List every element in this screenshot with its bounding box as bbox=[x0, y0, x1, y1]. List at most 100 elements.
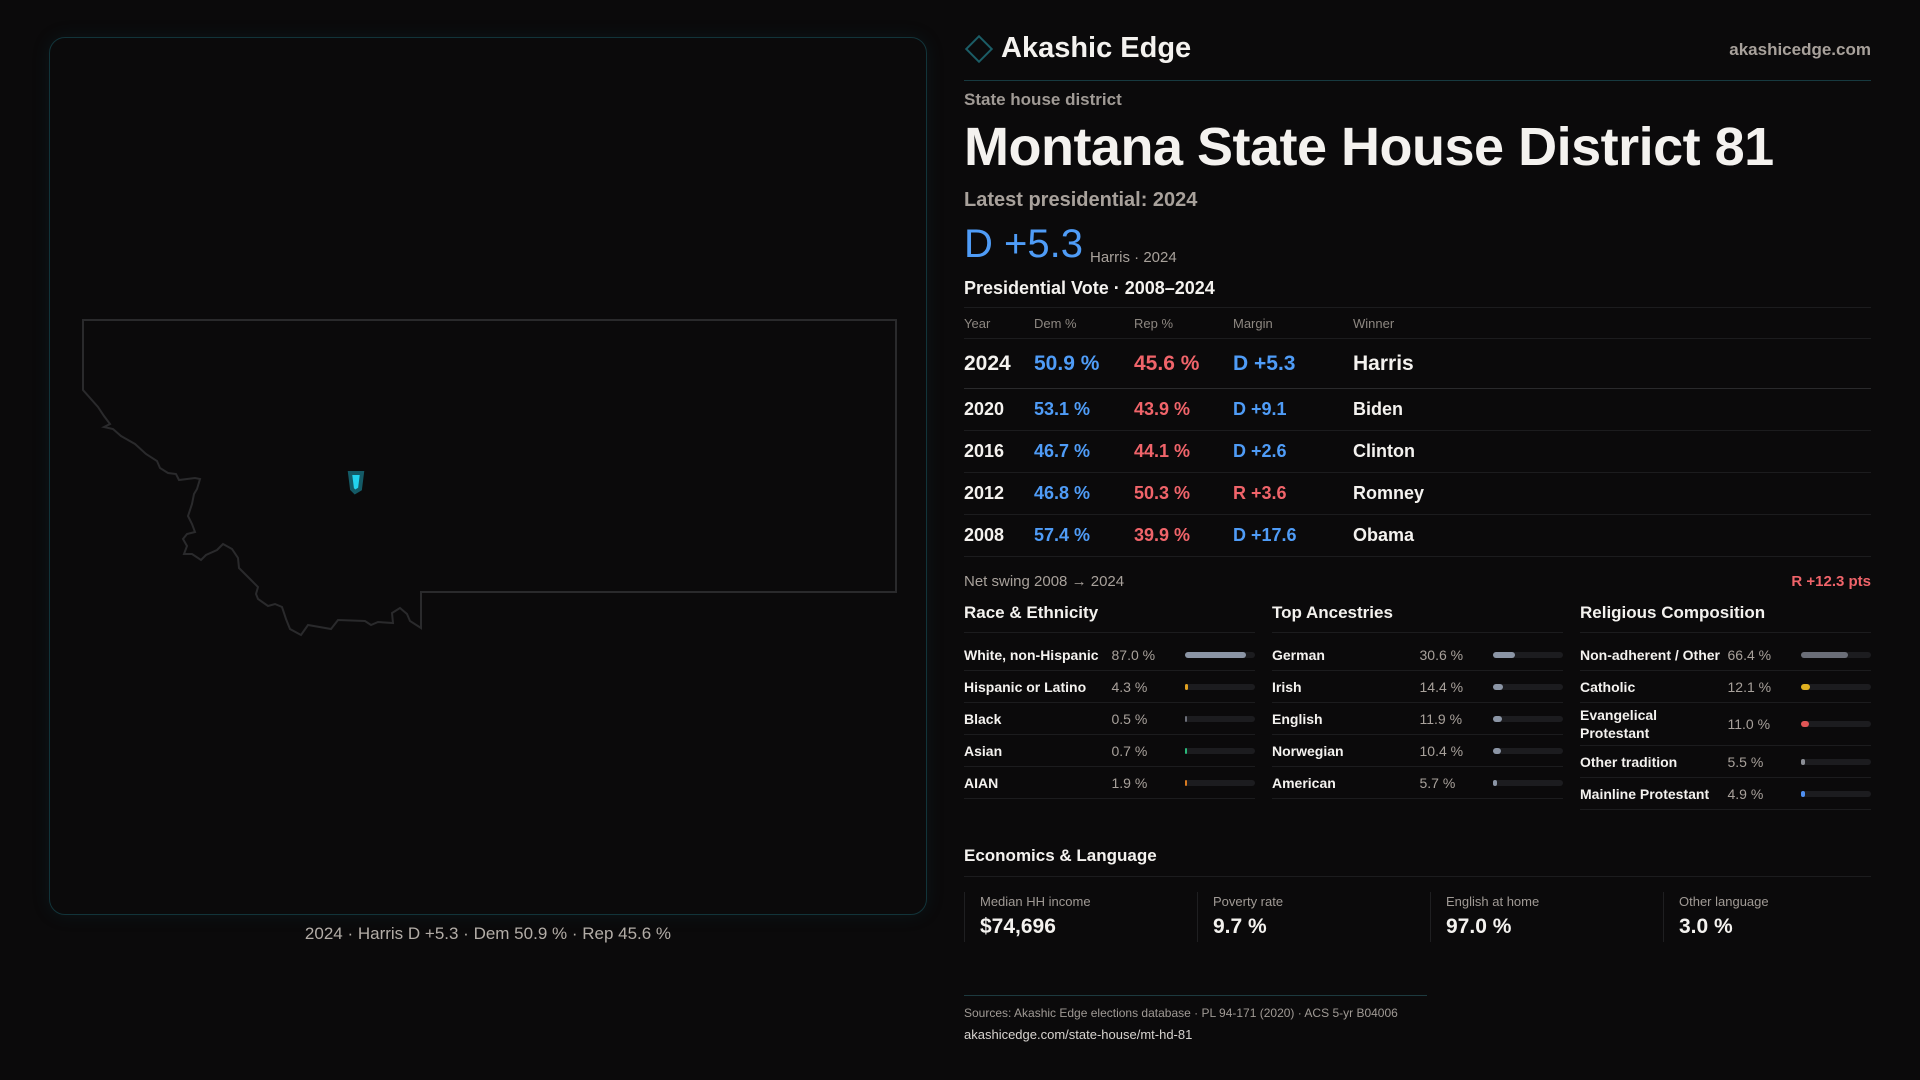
winner-cell: Clinton bbox=[1353, 430, 1871, 473]
card-value: 3.0 % bbox=[1679, 915, 1733, 938]
stat-value: 10.4 % bbox=[1419, 742, 1464, 759]
stat-bar bbox=[1801, 721, 1872, 727]
rep-cell: 43.9 % bbox=[1134, 388, 1233, 431]
stat-label: Norwegian bbox=[1272, 742, 1344, 759]
rep-cell: 45.6 % bbox=[1134, 338, 1233, 389]
brand-name: Akashic Edge bbox=[1001, 32, 1192, 64]
stat-bar-fill bbox=[1185, 747, 1188, 754]
stat-label: Evangelical Protestant bbox=[1580, 707, 1658, 741]
stat-row: Catholic 12.1 % bbox=[1580, 671, 1872, 703]
economics-card: Median HH income $74,696 bbox=[964, 892, 1197, 942]
stat-bar-fill bbox=[1801, 790, 1805, 797]
stat-label: Black bbox=[964, 710, 1002, 727]
economics-card: Poverty rate 9.7 % bbox=[1197, 892, 1430, 942]
demographic-section: Religious Composition Non-adherent / Othe… bbox=[1580, 603, 1872, 810]
economics-card: English at home 97.0 % bbox=[1430, 892, 1663, 942]
margin-cell: R +3.6 bbox=[1233, 472, 1353, 515]
stat-bar-fill bbox=[1493, 779, 1498, 786]
stat-bar bbox=[1185, 779, 1256, 786]
net-swing-label: Net swing 2008 → 2024 bbox=[964, 573, 1125, 590]
stat-label: Asian bbox=[964, 742, 1003, 759]
economics-title: Economics & Language bbox=[964, 846, 1871, 877]
stat-label: German bbox=[1272, 646, 1325, 663]
dem-cell: 57.4 % bbox=[1034, 514, 1134, 557]
stat-bar-fill bbox=[1801, 758, 1806, 765]
map-caption: 2024 · Harris D +5.3 · Dem 50.9 % · Rep … bbox=[304, 924, 672, 943]
year-cell: 2020 bbox=[964, 388, 1034, 431]
stat-value: 5.7 % bbox=[1419, 774, 1456, 791]
district-type: State house district bbox=[964, 90, 1122, 109]
demographic-section: Top Ancestries German 30.6 % Irish 14.4 % Eng… bbox=[1272, 603, 1564, 799]
stat-bar-fill bbox=[1185, 683, 1189, 690]
map-panel[interactable] bbox=[49, 37, 927, 915]
stat-bar bbox=[1801, 758, 1872, 765]
stat-row: White, non-Hispanic 87.0 % bbox=[964, 639, 1256, 671]
column-header: Rep % bbox=[1134, 307, 1233, 339]
column-header: Year bbox=[964, 307, 1034, 339]
district-highlight[interactable] bbox=[347, 471, 365, 495]
column-header: Dem % bbox=[1034, 307, 1134, 339]
table-row[interactable]: 2020 53.1 % 43.9 % D +9.1 Biden bbox=[964, 388, 1871, 431]
card-value: $74,696 bbox=[980, 915, 1056, 938]
stat-label: American bbox=[1272, 774, 1336, 791]
margin-cell: D +2.6 bbox=[1233, 430, 1353, 473]
table-row[interactable]: 2016 46.7 % 44.1 % D +2.6 Clinton bbox=[964, 430, 1871, 473]
stat-row: Other tradition 5.5 % bbox=[1580, 746, 1872, 778]
footer-divider bbox=[964, 995, 1427, 996]
headline-margin: D +5.3 bbox=[964, 222, 1083, 266]
section-title: Religious Composition bbox=[1580, 603, 1871, 633]
stat-bar-fill bbox=[1801, 721, 1809, 727]
stat-bar-fill bbox=[1185, 651, 1247, 658]
stat-row: German 30.6 % bbox=[1272, 639, 1564, 671]
logo-diamond-icon bbox=[964, 34, 994, 63]
stat-bar bbox=[1493, 683, 1564, 690]
brand[interactable]: Akashic Edge bbox=[964, 32, 1191, 65]
dem-cell: 46.8 % bbox=[1034, 472, 1134, 515]
stat-bar bbox=[1493, 779, 1564, 786]
stat-bar-fill bbox=[1493, 747, 1501, 754]
stat-label: Other tradition bbox=[1580, 753, 1678, 770]
stat-bar bbox=[1185, 715, 1256, 722]
stat-bar bbox=[1801, 683, 1872, 690]
dem-cell: 50.9 % bbox=[1034, 338, 1134, 389]
stat-bar-fill bbox=[1493, 683, 1504, 690]
site-link[interactable]: akashicedge.com bbox=[1729, 40, 1871, 59]
stat-row: Evangelical Protestant 11.0 % bbox=[1580, 703, 1872, 746]
card-value: 97.0 % bbox=[1446, 915, 1512, 938]
stat-value: 87.0 % bbox=[1111, 646, 1156, 663]
headline-margin-sub: Harris · 2024 bbox=[1090, 249, 1177, 266]
card-label: Median HH income bbox=[980, 894, 1091, 909]
year-cell: 2012 bbox=[964, 472, 1034, 515]
table-row[interactable]: 2024 50.9 % 45.6 % D +5.3 Harris bbox=[964, 338, 1871, 389]
stat-value: 1.9 % bbox=[1111, 774, 1148, 791]
stat-bar bbox=[1801, 651, 1872, 658]
table-row[interactable]: 2008 57.4 % 39.9 % D +17.6 Obama bbox=[964, 514, 1871, 557]
stat-bar bbox=[1185, 747, 1256, 754]
stat-value: 4.3 % bbox=[1111, 678, 1148, 695]
table-row[interactable]: 2012 46.8 % 50.3 % R +3.6 Romney bbox=[964, 472, 1871, 515]
economics-card: Other language 3.0 % bbox=[1663, 892, 1896, 942]
winner-cell: Obama bbox=[1353, 514, 1871, 557]
vote-table-title: Presidential Vote · 2008–2024 bbox=[964, 278, 1215, 298]
economics-cards: Median HH income $74,696 Poverty rate 9.7 %… bbox=[964, 892, 1896, 942]
stat-label: Mainline Protestant bbox=[1580, 785, 1710, 802]
stat-row: Hispanic or Latino 4.3 % bbox=[964, 671, 1256, 703]
stat-row: American 5.7 % bbox=[1272, 767, 1564, 799]
rep-cell: 39.9 % bbox=[1134, 514, 1233, 557]
stat-label: AIAN bbox=[964, 774, 999, 791]
page-url[interactable]: akashicedge.com/state-house/mt-hd-81 bbox=[964, 1027, 1193, 1042]
page-title: Montana State House District 81 bbox=[964, 117, 1774, 177]
card-value: 9.7 % bbox=[1213, 915, 1267, 938]
latest-presidential: Latest presidential: 2024 bbox=[964, 189, 1198, 211]
stat-row: Asian 0.7 % bbox=[964, 735, 1256, 767]
section-title: Race & Ethnicity bbox=[964, 603, 1255, 633]
rep-cell: 50.3 % bbox=[1134, 472, 1233, 515]
year-cell: 2016 bbox=[964, 430, 1034, 473]
stat-row: English 11.9 % bbox=[1272, 703, 1564, 735]
stat-bar bbox=[1493, 651, 1564, 658]
state-map bbox=[82, 319, 897, 637]
stat-label: Catholic bbox=[1580, 678, 1636, 695]
margin-cell: D +17.6 bbox=[1233, 514, 1353, 557]
stat-bar-fill bbox=[1493, 715, 1502, 722]
winner-cell: Biden bbox=[1353, 388, 1871, 431]
